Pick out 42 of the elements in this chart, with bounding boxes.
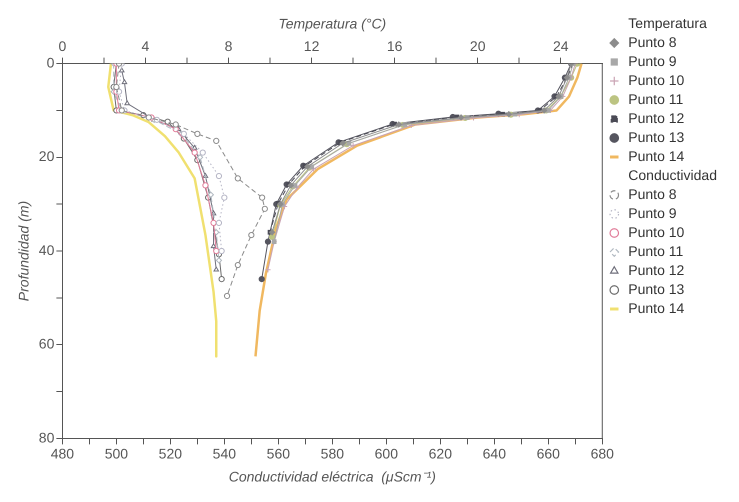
legend-label: Punto 8 (628, 34, 677, 50)
x-tick-label: 600 (374, 446, 398, 462)
x-tick-label: 520 (158, 446, 182, 462)
x-tick-label: 560 (266, 446, 290, 462)
x2-tick-label: 12 (304, 38, 320, 54)
legend-label: Punto 8 (628, 186, 677, 202)
text: Conductividad (628, 166, 718, 183)
x-tick-label: 640 (482, 446, 506, 462)
x2-tick-label: 24 (552, 38, 569, 54)
x2-axis-title: Temperatura (°C) (278, 15, 386, 32)
legend-label: Punto 11 (628, 242, 684, 259)
x-tick-label: 680 (590, 446, 614, 462)
y-axis-title: Profundidad (m) (15, 200, 32, 302)
x-tick-label: 660 (536, 446, 560, 462)
legend-label: Punto 12 (628, 110, 685, 126)
x-tick-label: 500 (104, 446, 128, 462)
y-tick-label: 80 (38, 429, 55, 446)
legend-label: Punto 13 (628, 128, 685, 145)
legend-label: Punto 9 (628, 204, 677, 221)
x-axis-title: Conductividad eléctrica (μScm⁻¹) (228, 468, 436, 484)
x-tick-label: 620 (428, 446, 452, 462)
y-tick-label: 20 (38, 148, 55, 164)
legend-label: Punto 9 (628, 52, 677, 69)
legend-label: Punto 12 (628, 262, 685, 278)
legend-label: Punto 14 (628, 300, 685, 316)
x-tick-label: 540 (212, 446, 236, 462)
x2-tick-label: 0 (58, 38, 66, 54)
x-tick-label: 580 (320, 446, 344, 462)
legend-label: Punto 10 (628, 224, 685, 240)
legend-label: Punto 14 (628, 148, 685, 164)
x2-tick-label: 16 (386, 38, 403, 54)
x2-tick-label: 20 (470, 38, 486, 54)
legend-label: Punto 13 (628, 280, 685, 297)
x2-tick-label: 8 (224, 38, 233, 54)
legend-label: Punto 10 (628, 72, 685, 88)
y-tick-label: 60 (38, 336, 55, 352)
y-tick-label: 40 (38, 242, 55, 258)
x-tick-label: 480 (50, 446, 74, 462)
y-tick-label: 0 (46, 54, 55, 70)
x2-tick-label: 4 (142, 38, 150, 54)
text: Temperatura (628, 14, 707, 31)
legend-label: Punto 11 (628, 90, 684, 107)
